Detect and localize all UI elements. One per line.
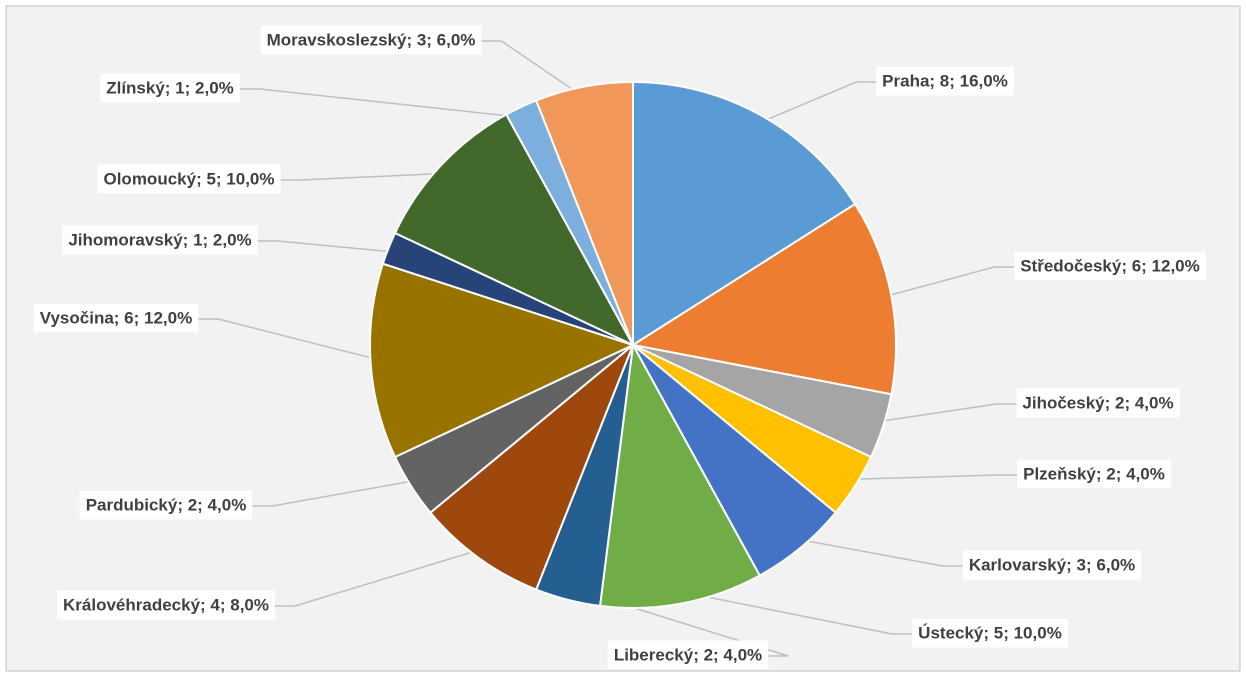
label-box (1014, 251, 1206, 281)
data-label: Jihočeský; 2; 4,0% (1022, 393, 1173, 412)
label-box (57, 590, 275, 620)
pie-slice (598, 341, 762, 609)
data-label: Královéhradecký; 4; 8,0% (63, 595, 269, 614)
data-label: Středočeský; 6; 12,0% (1020, 256, 1200, 275)
leader-line (257, 240, 400, 254)
label-box (962, 550, 1142, 580)
label-box (97, 164, 281, 194)
data-label: Ústecký; 5; 10,0% (918, 623, 1062, 642)
data-label: Karlovarský; 3; 6,0% (969, 555, 1135, 574)
leader-line (679, 590, 913, 635)
label-box (1017, 459, 1171, 489)
data-label: Jihomoravský; 1; 2,0% (68, 230, 251, 249)
label-box (1016, 388, 1180, 418)
label-box (876, 66, 1014, 96)
label-box (79, 490, 253, 520)
leader-line (280, 172, 451, 181)
leader-line (198, 318, 383, 362)
label-box (62, 225, 258, 255)
pie-slice (534, 80, 634, 346)
pie-slice (632, 80, 857, 347)
leader-line (570, 587, 789, 657)
data-label: Vysočina; 6; 12,0% (40, 308, 192, 327)
data-label: Pardubický; 2; 4,0% (86, 495, 247, 514)
label-box (100, 73, 240, 103)
leader-line (753, 81, 877, 126)
pie-slice (393, 113, 636, 348)
leader-line (252, 478, 422, 507)
pie-slice (428, 344, 634, 591)
leader-line (879, 266, 1015, 299)
leader-line (481, 40, 587, 100)
leader-line (792, 537, 963, 567)
label-box (33, 303, 199, 333)
data-label: Zlínský; 1; 2,0% (106, 78, 234, 97)
label-box (912, 618, 1068, 648)
data-label: Moravskoslezský; 3; 6,0% (267, 30, 476, 49)
label-box (260, 25, 482, 55)
data-label: Liberecký; 2; 4,0% (614, 645, 762, 664)
leader-line (239, 88, 527, 119)
data-label: Olomoucký; 5; 10,0% (103, 169, 274, 188)
label-box (607, 640, 769, 670)
leader-line (844, 474, 1018, 481)
pie-slice (630, 202, 897, 396)
data-label: Praha; 8; 16,0% (882, 71, 1008, 90)
pie-slice (369, 262, 636, 459)
leader-line (275, 547, 486, 607)
data-label: Plzeňský; 2; 4,0% (1023, 464, 1165, 483)
leader-line (871, 403, 1017, 424)
